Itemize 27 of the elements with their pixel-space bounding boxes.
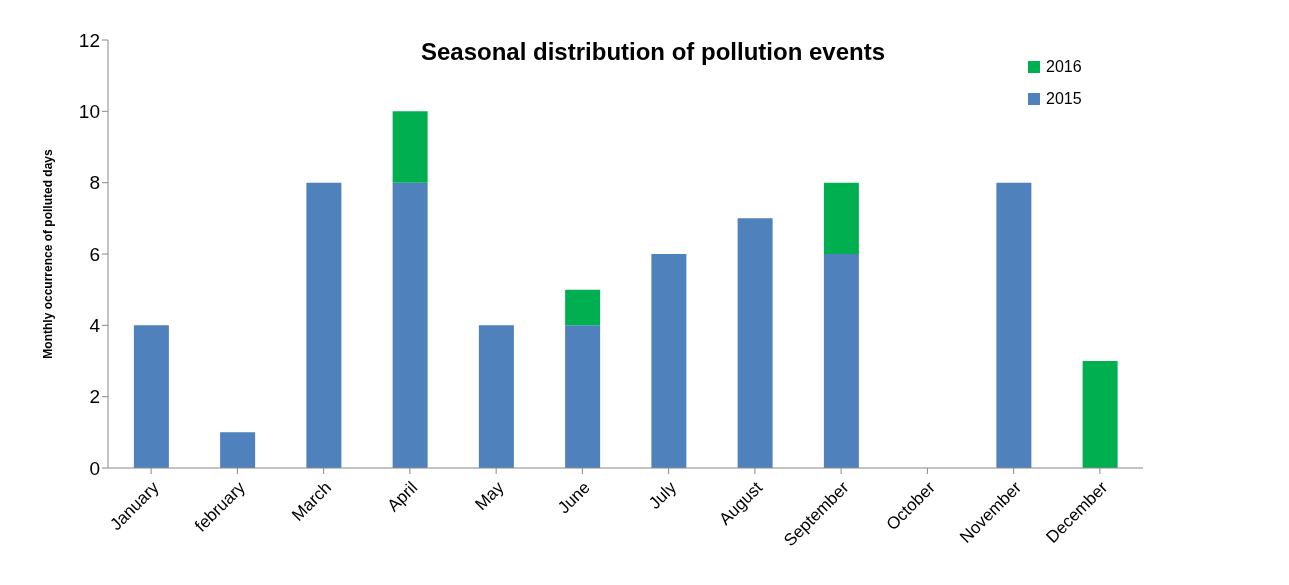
bar: [306, 182, 342, 468]
bar: [220, 432, 256, 468]
bar: [823, 182, 859, 254]
y-tick-label: 6: [89, 243, 100, 265]
legend-label: 2016: [1046, 58, 1082, 76]
chart-title: Seasonal distribution of pollution events: [420, 38, 886, 65]
y-tick-label: 8: [89, 172, 100, 194]
y-tick-label: 4: [89, 315, 101, 337]
bar: [823, 254, 859, 468]
y-tick-label: 12: [78, 29, 100, 51]
bar: [565, 325, 601, 468]
y-tick-label: 10: [78, 101, 100, 123]
legend-label: 2015: [1046, 90, 1082, 108]
y-tick-label: 2: [89, 386, 100, 408]
bar: [1082, 361, 1118, 468]
x-tick-label: May: [471, 477, 508, 515]
bar: [392, 111, 428, 183]
bar: [996, 182, 1032, 468]
bar: [565, 289, 601, 326]
bar: [478, 325, 514, 468]
bar: [737, 218, 773, 468]
bar: [133, 325, 169, 468]
y-axis-title: Monthly occurrence of polluted days: [41, 149, 56, 359]
x-tick-label: July: [645, 477, 681, 513]
bar: [392, 182, 428, 468]
bar: [651, 254, 687, 468]
y-tick-label: 0: [89, 457, 100, 479]
